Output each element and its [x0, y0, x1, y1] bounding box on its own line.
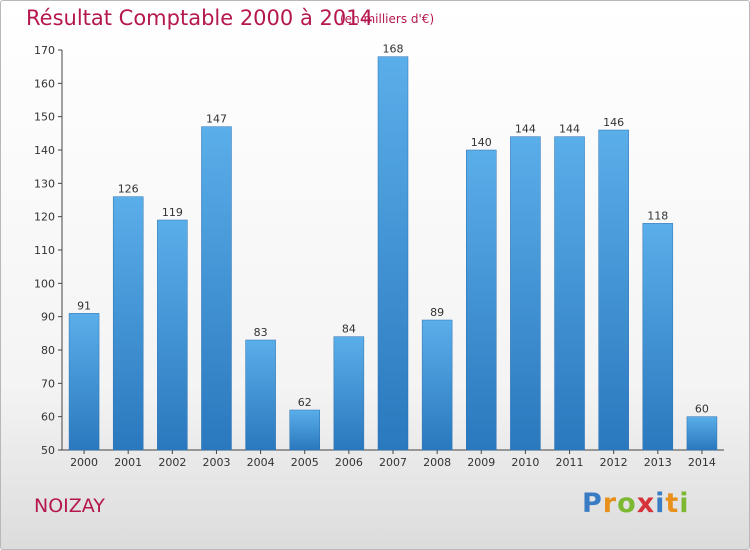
y-axis: 50 60 70 80 90 100 110 120 130 140 150 160 170 [34, 44, 63, 457]
y-tick-label: 90 [41, 311, 55, 324]
chart-subtitle: (en milliers d'€) [340, 12, 435, 26]
y-tick-label: 110 [34, 244, 55, 257]
bar-2010 [510, 136, 541, 451]
y-tick-label: 50 [41, 444, 55, 457]
logo-letter: i [655, 488, 666, 519]
y-tick-label: 60 [41, 411, 55, 424]
bar-2011 [554, 136, 585, 451]
bar-2012 [598, 129, 629, 451]
bar-2005 [289, 409, 320, 451]
value-label-2001: 126 [118, 183, 139, 196]
x-tick-label-2005: 2005 [291, 456, 319, 469]
logo-letter: o [617, 488, 637, 519]
value-label-2009: 140 [471, 136, 492, 149]
bar-2014 [686, 416, 718, 451]
bar-2002 [157, 219, 188, 451]
value-label-2012: 146 [603, 116, 624, 129]
x-tick-label-2002: 2002 [158, 456, 186, 469]
x-tick-label-2011: 2011 [556, 456, 584, 469]
value-label-2008: 89 [430, 306, 444, 319]
bar-2006 [333, 336, 365, 451]
chart-title: Résultat Comptable 2000 à 2014 [26, 6, 373, 30]
x-tick-label-2014: 2014 [688, 456, 716, 469]
bars [68, 56, 718, 451]
value-label-2006: 84 [342, 323, 356, 336]
town-name: NOIZAY [34, 495, 105, 517]
bar-2000 [68, 313, 100, 451]
logo-letter: x [636, 488, 656, 519]
y-tick-label: 130 [34, 177, 55, 190]
bar-2013 [642, 223, 674, 451]
x-tick-label-2000: 2000 [70, 456, 98, 469]
logo-letter: r [602, 488, 618, 519]
y-tick-label: 170 [34, 44, 55, 57]
value-label-2014: 60 [695, 403, 709, 416]
bar-2009 [466, 149, 497, 451]
x-tick-label-2012: 2012 [600, 456, 628, 469]
x-axis: 2000 2001 2002 2003 2004 2005 2006 2007 2008 2009… [62, 449, 724, 469]
logo-letter: P [582, 488, 603, 519]
y-tick-label: 100 [34, 277, 55, 290]
value-label-2002: 119 [162, 206, 183, 219]
x-tick-label-2007: 2007 [379, 456, 407, 469]
bar-2007 [377, 56, 409, 451]
logo-letter: i [679, 488, 690, 519]
x-tick-label-2004: 2004 [247, 456, 275, 469]
y-tick-label: 150 [34, 111, 55, 124]
x-tick-label-2010: 2010 [511, 456, 539, 469]
x-tick-label-2008: 2008 [423, 456, 451, 469]
bar-2008 [421, 319, 453, 451]
value-label-2003: 147 [206, 113, 227, 126]
x-tick-label-2001: 2001 [114, 456, 142, 469]
value-label-2011: 144 [559, 123, 580, 136]
y-tick-label: 70 [41, 377, 55, 390]
value-labels: 91 126 119 147 83 62 84 168 89 140 144 144 146 118 60 [77, 43, 709, 416]
value-label-2010: 144 [515, 123, 536, 136]
x-tick-label-2009: 2009 [467, 456, 495, 469]
y-tick-label: 120 [34, 211, 55, 224]
y-tick-label: 80 [41, 344, 55, 357]
x-tick-label-2003: 2003 [202, 456, 230, 469]
value-label-2004: 83 [254, 326, 268, 339]
value-label-2000: 91 [77, 299, 91, 312]
value-label-2005: 62 [298, 396, 312, 409]
bar-2004 [245, 339, 276, 451]
bar-2003 [201, 126, 232, 451]
logo-letter: t [665, 488, 680, 519]
bar-2001 [112, 196, 144, 451]
proxiti-logo: Proxiti [582, 488, 690, 519]
x-tick-label-2013: 2013 [644, 456, 672, 469]
x-tick-label-2006: 2006 [335, 456, 363, 469]
y-tick-label: 160 [34, 77, 55, 90]
value-label-2013: 118 [647, 209, 668, 222]
y-tick-label: 140 [34, 144, 55, 157]
value-label-2007: 168 [383, 43, 404, 56]
